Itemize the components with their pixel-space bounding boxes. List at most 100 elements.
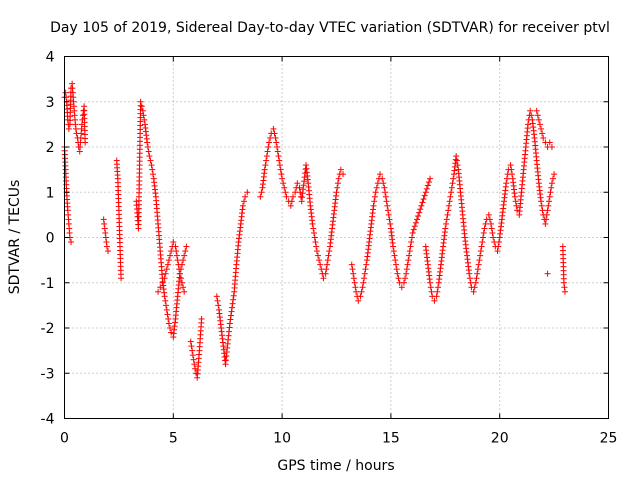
data-point [141, 116, 148, 123]
axis-ticks: 0 5 10 15 20 25 -4 -3 -2 -1 0 1 2 3 4 [41, 50, 618, 447]
data-point [193, 370, 200, 377]
data-point [391, 252, 398, 259]
data-point [322, 270, 329, 277]
data-point [173, 248, 180, 255]
data-point [163, 302, 170, 309]
data-point [477, 248, 484, 255]
data-point [363, 261, 370, 268]
data-point [274, 144, 281, 150]
data-point [310, 225, 317, 232]
data-point [177, 275, 184, 282]
data-point [313, 243, 320, 250]
data-point [334, 180, 341, 187]
data-point [372, 189, 379, 196]
data-point [475, 261, 482, 268]
data-point [546, 198, 553, 205]
data-point [548, 184, 555, 191]
data-point [546, 193, 553, 200]
data-point [543, 211, 550, 218]
data-point [486, 216, 493, 223]
data-point [476, 257, 483, 264]
data-point [165, 257, 172, 264]
data-point [105, 248, 112, 255]
y-tick-label: 2 [46, 140, 55, 156]
y-tick-label: 0 [46, 231, 55, 247]
data-point [287, 202, 294, 209]
x-tick-label: 10 [273, 431, 291, 447]
data-point [174, 257, 181, 264]
data-point [538, 198, 545, 205]
data-point [192, 365, 199, 372]
data-point [62, 89, 69, 96]
data-point [423, 185, 430, 192]
data-point [263, 157, 270, 164]
data-point [433, 293, 440, 300]
data-point [409, 229, 416, 236]
x-tick-label: 15 [382, 431, 400, 447]
data-point [390, 248, 397, 255]
data-point [406, 248, 413, 255]
data-point [382, 189, 389, 196]
data-point [404, 261, 411, 268]
data-point [494, 248, 501, 255]
data-point [100, 216, 107, 223]
data-point [244, 189, 251, 196]
data-point [539, 130, 546, 137]
data-point [320, 275, 327, 282]
x-tick-label: 0 [60, 431, 69, 447]
data-point [371, 198, 378, 205]
data-point [168, 329, 175, 336]
data-point [213, 293, 220, 300]
x-tick-label: 25 [600, 431, 618, 447]
data-point [379, 175, 386, 182]
data-point [324, 257, 331, 264]
data-point [271, 130, 278, 137]
data-point [230, 292, 237, 299]
y-tick-label: -3 [41, 366, 55, 382]
data-point [273, 139, 280, 146]
data-point [421, 192, 428, 199]
data-point [309, 220, 316, 227]
plot-frame [64, 56, 609, 419]
data-point [488, 225, 495, 232]
data-point [514, 207, 521, 214]
data-point [503, 180, 510, 187]
x-tick-label: 5 [169, 431, 178, 447]
x-tick-label: 20 [491, 431, 509, 447]
data-point [533, 107, 540, 114]
data-point [148, 162, 155, 169]
data-point [544, 207, 551, 214]
data-point [428, 288, 435, 295]
data-point [340, 171, 347, 178]
data-point [482, 220, 489, 227]
data-point [400, 279, 407, 286]
data-point [80, 107, 87, 114]
data-point [229, 300, 236, 307]
data-point [410, 226, 417, 233]
y-tick-label: 1 [46, 185, 55, 201]
data-point [477, 252, 484, 259]
data-point [414, 216, 421, 223]
data-point [551, 171, 558, 178]
data-point [283, 193, 290, 200]
data-point [390, 243, 397, 250]
data-point [361, 270, 368, 277]
data-point [419, 199, 426, 206]
data-point [168, 248, 175, 255]
data-point [560, 279, 567, 286]
data-point [402, 275, 409, 282]
data-point [447, 193, 454, 200]
data-point [418, 202, 425, 209]
data-point [139, 107, 146, 114]
data-point [359, 284, 366, 291]
data-point [353, 288, 360, 295]
y-tick-label: 4 [46, 50, 55, 66]
data-point [473, 275, 480, 282]
data-point [149, 171, 156, 178]
data-point [435, 284, 442, 291]
data-point [470, 288, 477, 295]
data-point [191, 361, 198, 368]
data-point [325, 252, 332, 259]
data-point [272, 134, 279, 141]
